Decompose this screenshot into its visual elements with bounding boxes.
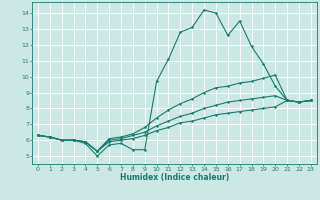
X-axis label: Humidex (Indice chaleur): Humidex (Indice chaleur) [120,173,229,182]
